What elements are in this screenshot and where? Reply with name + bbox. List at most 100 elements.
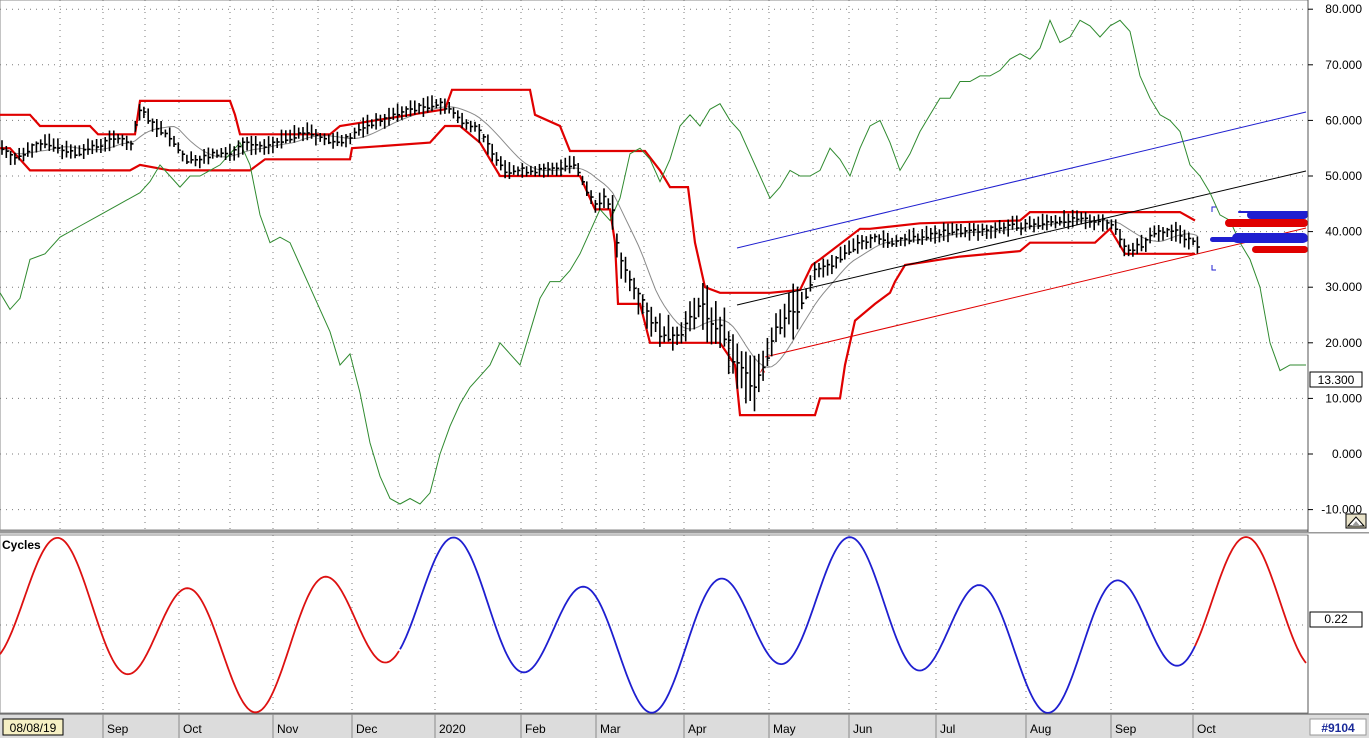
price-bar	[972, 223, 977, 237]
price-bar	[1136, 238, 1140, 255]
price-bar	[1183, 229, 1187, 248]
id-badge	[1309, 718, 1367, 736]
price-bar	[242, 137, 246, 155]
price-bar	[788, 292, 792, 325]
price-bar	[736, 343, 740, 389]
price-bar	[843, 244, 848, 260]
price-bar	[594, 199, 598, 213]
last-value-badge	[1309, 371, 1363, 388]
price-bar	[78, 145, 82, 157]
price-bar	[805, 288, 809, 300]
price-bar	[908, 229, 912, 245]
price-bar	[929, 227, 934, 242]
price-bar	[108, 130, 112, 152]
price-bar	[951, 222, 955, 236]
price-bar	[65, 140, 69, 158]
price-bar	[319, 132, 323, 142]
indicator-overlays: ^	[0, 18, 1308, 505]
price-bar	[130, 140, 134, 151]
price-bar	[465, 119, 469, 130]
price-bar	[383, 113, 388, 129]
price-bar	[117, 134, 121, 144]
price-bar	[456, 110, 461, 124]
y-axis-strip	[1308, 0, 1369, 532]
x-tick-label: Oct	[183, 722, 202, 736]
zoom-icon[interactable]	[1345, 513, 1367, 529]
price-bar	[1033, 218, 1037, 233]
price-bars	[1, 95, 1200, 412]
price-bar	[538, 163, 542, 177]
price-bar	[263, 139, 267, 155]
price-bar	[998, 219, 1003, 234]
price-bar	[366, 114, 370, 135]
price-bar	[1024, 219, 1028, 232]
price-bar	[315, 129, 319, 146]
price-bar	[1132, 242, 1136, 257]
price-bar	[426, 96, 431, 113]
price-bar	[779, 309, 783, 335]
price-bar	[370, 119, 375, 129]
price-bar	[74, 145, 78, 159]
price-bar	[757, 353, 762, 393]
x-tick-label: Oct	[1197, 722, 1216, 736]
price-bar	[177, 142, 181, 154]
price-bar	[603, 188, 607, 209]
price-bar	[1196, 236, 1200, 254]
price-bar	[551, 162, 555, 175]
price-bar	[934, 225, 938, 244]
price-bar	[392, 107, 396, 120]
price-bar	[796, 286, 800, 330]
price-bar	[628, 270, 633, 292]
date-badge[interactable]	[2, 718, 64, 736]
price-bar	[904, 233, 908, 247]
price-bar	[289, 129, 293, 143]
price-bar	[1093, 216, 1097, 231]
x-tick-label: Sep	[107, 722, 129, 736]
price-bar	[990, 225, 994, 239]
price-bar	[1050, 215, 1054, 227]
price-bar	[431, 95, 435, 112]
projection-marker	[1238, 211, 1308, 213]
price-bar	[646, 302, 650, 329]
price-bar	[310, 124, 315, 139]
price-bar	[22, 147, 26, 162]
price-bar	[104, 137, 108, 152]
price-bar	[960, 223, 964, 238]
projection-marker	[1252, 246, 1308, 253]
price-bar	[396, 103, 401, 122]
blue-trendline	[736, 111, 1307, 249]
price-bar	[1071, 209, 1076, 228]
upper-band-line	[0, 88, 1196, 294]
y-tick-label: -10.000	[1321, 503, 1362, 517]
price-bar	[1080, 212, 1084, 225]
price-bar	[39, 139, 44, 151]
price-bar	[745, 351, 749, 404]
projection-bracket	[1211, 206, 1216, 212]
price-bar	[293, 125, 297, 143]
id-badge-text: #9104	[1321, 721, 1355, 735]
red-trendline	[764, 227, 1307, 358]
price-bar	[186, 154, 190, 165]
price-bar	[439, 98, 444, 115]
price-bar	[306, 122, 310, 141]
price-bar	[478, 124, 482, 143]
price-bar	[568, 155, 573, 174]
price-bar	[100, 138, 104, 154]
price-bar	[839, 246, 843, 263]
price-bar	[168, 127, 173, 147]
price-bar	[1046, 214, 1050, 231]
price-bar	[254, 136, 259, 155]
price-bar	[340, 135, 345, 147]
cycles-wave-segment	[1194, 536, 1307, 664]
price-bar	[297, 127, 302, 139]
price-bar	[267, 136, 272, 155]
cycles-wave	[0, 536, 1307, 714]
price-bar	[495, 152, 499, 166]
price-bar	[1015, 215, 1020, 231]
price-bar	[917, 233, 921, 245]
price-bar	[1063, 210, 1067, 228]
price-bar	[684, 311, 689, 342]
price-bar	[156, 119, 160, 138]
date-badge-text: 08/08/19	[10, 721, 57, 735]
